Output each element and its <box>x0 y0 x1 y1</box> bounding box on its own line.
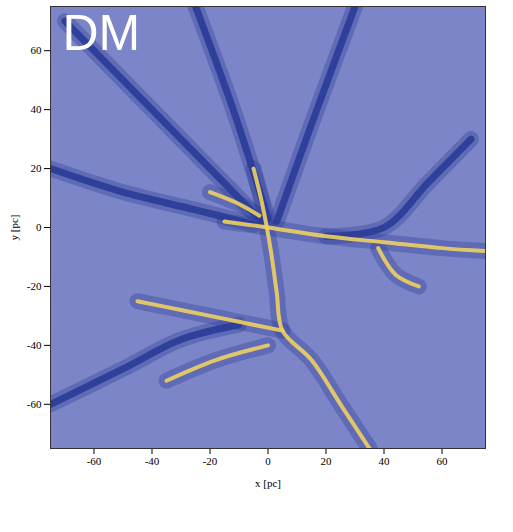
svg-text:60: 60 <box>31 44 43 56</box>
svg-text:60: 60 <box>437 455 449 467</box>
svg-text:-20: -20 <box>203 455 218 467</box>
svg-text:20: 20 <box>321 455 333 467</box>
svg-text:40: 40 <box>379 455 391 467</box>
svg-text:-40: -40 <box>27 339 42 351</box>
svg-text:DM: DM <box>63 5 141 61</box>
svg-text:-60: -60 <box>27 398 42 410</box>
svg-text:40: 40 <box>31 103 43 115</box>
svg-text:y [pc]: y [pc] <box>8 215 20 241</box>
svg-text:-40: -40 <box>145 455 160 467</box>
svg-text:x [pc]: x [pc] <box>255 477 281 489</box>
svg-text:-20: -20 <box>27 280 42 292</box>
svg-text:0: 0 <box>36 221 42 233</box>
svg-text:0: 0 <box>265 455 271 467</box>
svg-text:-60: -60 <box>87 455 102 467</box>
svg-text:20: 20 <box>31 162 43 174</box>
